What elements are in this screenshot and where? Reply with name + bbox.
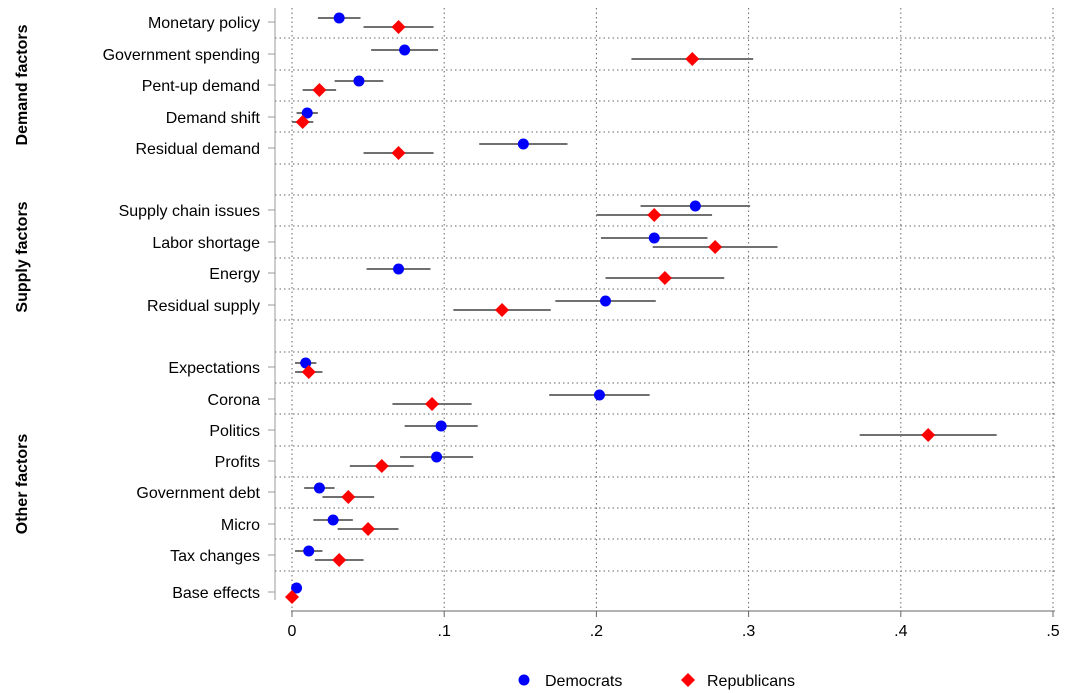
marker-democrats [333,12,345,24]
marker-republicans [425,397,440,411]
marker-democrats [689,200,701,212]
marker-democrats [600,295,612,307]
legend-marker-republicans [681,673,695,687]
legend-label-republicans: Republicans [707,673,795,690]
category-label: Corona [208,392,261,409]
marker-republicans [374,459,389,473]
category-label: Demand shift [166,110,261,127]
category-label: Monetary policy [148,15,260,32]
category-label: Base effects [172,585,260,602]
group-label: Demand factors [14,24,31,145]
category-label: Government debt [136,485,260,502]
marker-republicans [341,490,356,504]
marker-republicans [708,240,723,254]
category-label: Supply chain issues [119,203,260,220]
x-tick-label-1: .1 [438,623,451,640]
marker-republicans [361,522,376,536]
marker-democrats [327,514,339,526]
category-label: Residual supply [147,298,260,315]
category-label: Expectations [168,360,260,377]
category-label: Politics [209,423,260,440]
marker-democrats [313,482,325,494]
category-label: Government spending [103,47,260,64]
legend-marker-democrats [518,674,530,686]
marker-republicans [285,590,299,604]
category-label: Labor shortage [152,235,260,252]
marker-democrats [399,44,411,56]
marker-republicans [391,20,406,34]
x-tick-label-2: .2 [590,623,603,640]
marker-democrats [303,545,315,557]
marker-democrats [291,582,303,594]
legend-label-democrats: Democrats [545,673,622,690]
marker-democrats [435,420,447,432]
x-tick-label-3: .3 [742,623,755,640]
marker-democrats [517,138,529,150]
marker-democrats [431,451,443,463]
marker-democrats [648,232,660,244]
group-label: Supply factors [14,201,31,312]
marker-republicans [647,208,662,222]
marker-republicans [332,553,347,567]
x-tick-label-5: .5 [1046,623,1059,640]
marker-republicans [685,52,700,66]
marker-republicans [295,115,310,129]
x-tick-label-0: 0 [288,623,297,640]
marker-democrats [593,389,605,401]
category-label: Profits [215,454,260,471]
marker-republicans [312,83,327,97]
group-label: Other factors [14,434,31,535]
category-label: Micro [221,517,260,534]
category-label: Residual demand [135,141,260,158]
category-label: Energy [209,266,260,283]
marker-democrats [393,263,405,275]
category-label: Pent-up demand [142,78,260,95]
marker-democrats [353,75,365,87]
marker-republicans [391,146,406,160]
marker-republicans [301,365,316,379]
marker-republicans [921,428,936,442]
marker-republicans [495,303,510,317]
marker-republicans [657,271,672,285]
marker-democrats [301,107,313,119]
x-tick-label-4: .4 [894,623,907,640]
category-label: Tax changes [170,548,260,565]
